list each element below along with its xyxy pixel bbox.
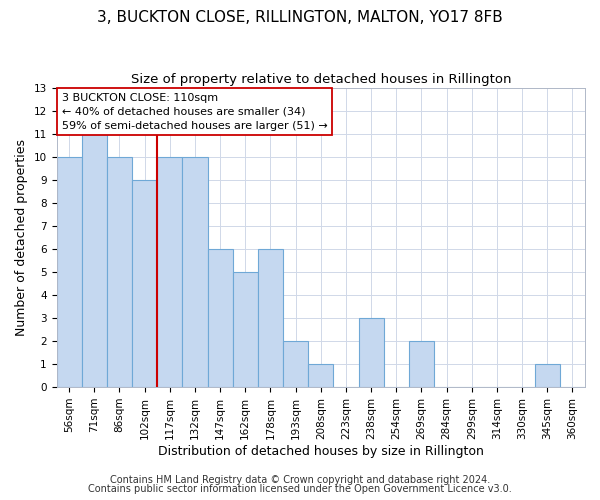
Text: Contains HM Land Registry data © Crown copyright and database right 2024.: Contains HM Land Registry data © Crown c… <box>110 475 490 485</box>
Bar <box>157 157 182 387</box>
Bar <box>82 134 107 387</box>
Bar <box>258 249 283 387</box>
Bar <box>107 157 132 387</box>
Bar <box>132 180 157 387</box>
Y-axis label: Number of detached properties: Number of detached properties <box>15 139 28 336</box>
Bar <box>359 318 383 387</box>
Bar <box>208 249 233 387</box>
Text: Contains public sector information licensed under the Open Government Licence v3: Contains public sector information licen… <box>88 484 512 494</box>
Bar <box>409 341 434 387</box>
Bar <box>233 272 258 387</box>
X-axis label: Distribution of detached houses by size in Rillington: Distribution of detached houses by size … <box>158 444 484 458</box>
Bar <box>56 157 82 387</box>
Bar <box>308 364 334 387</box>
Text: 3 BUCKTON CLOSE: 110sqm
← 40% of detached houses are smaller (34)
59% of semi-de: 3 BUCKTON CLOSE: 110sqm ← 40% of detache… <box>62 92 328 130</box>
Title: Size of property relative to detached houses in Rillington: Size of property relative to detached ho… <box>131 72 511 86</box>
Bar <box>535 364 560 387</box>
Text: 3, BUCKTON CLOSE, RILLINGTON, MALTON, YO17 8FB: 3, BUCKTON CLOSE, RILLINGTON, MALTON, YO… <box>97 10 503 25</box>
Bar <box>182 157 208 387</box>
Bar <box>283 341 308 387</box>
